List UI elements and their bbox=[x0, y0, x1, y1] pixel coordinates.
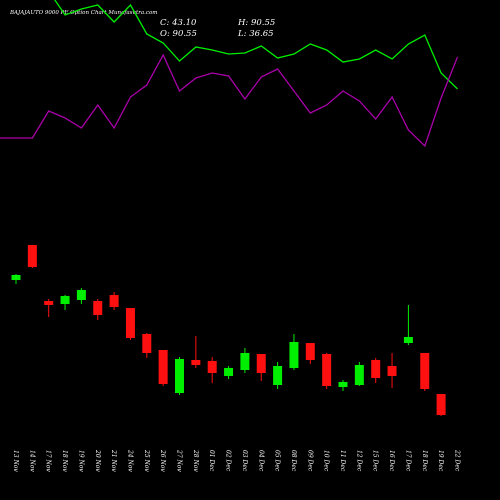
candle bbox=[158, 350, 168, 386]
candle-body bbox=[175, 359, 184, 393]
x-tick-label: 01 Dec bbox=[208, 450, 215, 472]
candle bbox=[224, 366, 234, 379]
candle bbox=[436, 394, 446, 416]
x-tick-label: 11 Dec bbox=[339, 450, 346, 472]
chart-title: BAJAJAUTO 9000 PE Option Chart Munafasut… bbox=[9, 10, 158, 16]
candle-body bbox=[338, 382, 348, 387]
candle-body bbox=[256, 354, 266, 373]
candle bbox=[371, 358, 381, 383]
x-tick-label: 19 Nov bbox=[77, 450, 84, 472]
candle bbox=[60, 295, 70, 310]
candle-body bbox=[436, 394, 446, 415]
x-tick-label: 21 Nov bbox=[110, 449, 117, 472]
candle-body bbox=[158, 350, 168, 384]
candle-body bbox=[371, 360, 381, 378]
candle bbox=[403, 305, 413, 345]
x-tick-label: 09 Dec bbox=[306, 450, 313, 472]
open-label: O: 90.55 bbox=[160, 29, 197, 39]
candle bbox=[93, 299, 103, 320]
candle bbox=[420, 353, 430, 391]
candle bbox=[256, 354, 266, 381]
candle bbox=[354, 362, 364, 386]
x-tick-label: 17 Dec bbox=[404, 450, 411, 472]
candles bbox=[11, 245, 446, 416]
x-tick-label: 25 Nov bbox=[143, 449, 150, 472]
x-tick-label: 26 Nov bbox=[159, 449, 166, 472]
x-tick-label: 10 Dec bbox=[323, 450, 330, 472]
candle bbox=[11, 274, 21, 284]
candle-body bbox=[60, 296, 70, 304]
candle bbox=[305, 343, 315, 364]
x-tick-label: 22 Dec bbox=[453, 449, 460, 472]
series-line-2 bbox=[0, 53, 459, 148]
candle-body bbox=[142, 334, 152, 353]
candle bbox=[207, 357, 217, 383]
candle-body bbox=[207, 361, 217, 373]
x-tick-label: 13 Nov bbox=[12, 450, 19, 472]
candle-body bbox=[322, 354, 332, 386]
x-tick-label: 27 Nov bbox=[176, 449, 183, 472]
x-tick-label: 18 Nov bbox=[61, 450, 68, 472]
candle-body bbox=[224, 368, 234, 376]
x-tick-label: 17 Nov bbox=[45, 450, 52, 472]
candle bbox=[109, 292, 119, 310]
x-tick-label: 19 Dec bbox=[437, 450, 444, 472]
candle-body bbox=[387, 366, 397, 376]
candle-body bbox=[273, 366, 283, 385]
candle-body bbox=[305, 343, 315, 360]
x-tick-label: 28 Nov bbox=[192, 449, 199, 472]
high-label: H: 90.55 bbox=[237, 18, 275, 28]
series-line-1 bbox=[54, 0, 458, 90]
candle bbox=[273, 362, 283, 389]
candle bbox=[322, 353, 332, 389]
x-tick-label: 20 Nov bbox=[94, 449, 101, 472]
candle bbox=[76, 288, 86, 304]
candle-body bbox=[76, 290, 86, 300]
close-label: C: 43.10 bbox=[160, 18, 197, 28]
x-tick-label: 18 Dec bbox=[421, 450, 428, 472]
low-label: L: 36.65 bbox=[237, 29, 274, 39]
candle-body bbox=[93, 301, 103, 315]
x-tick-label: 03 Dec bbox=[241, 450, 248, 472]
candle bbox=[240, 348, 250, 373]
candle bbox=[125, 308, 135, 340]
x-tick-label: 12 Dec bbox=[355, 450, 362, 472]
x-tick-label: 24 Nov bbox=[126, 449, 133, 472]
x-tick-label: 04 Dec bbox=[257, 450, 264, 472]
candle bbox=[142, 333, 152, 358]
candle-body bbox=[240, 353, 250, 370]
x-tick-label: 16 Dec bbox=[388, 450, 395, 472]
candle bbox=[44, 299, 54, 317]
x-tick-label: 05 Dec bbox=[274, 450, 281, 472]
candle-body bbox=[44, 301, 54, 305]
candle bbox=[175, 357, 184, 395]
x-tick-label: 14 Nov bbox=[28, 450, 35, 472]
x-axis-ticks: 13 Nov 14 Nov 17 Nov 18 Nov 19 Nov 20 Nov 21 N… bbox=[12, 449, 460, 472]
candle bbox=[191, 336, 201, 368]
candle bbox=[27, 245, 37, 268]
x-tick-label: 15 Dec bbox=[372, 450, 379, 472]
candle bbox=[338, 380, 348, 391]
candle-body bbox=[289, 342, 299, 368]
candle-body bbox=[27, 245, 37, 267]
candle-body bbox=[191, 360, 201, 365]
candle bbox=[387, 353, 397, 388]
x-tick-label: 08 Dec bbox=[290, 450, 297, 472]
candle-body bbox=[420, 353, 430, 389]
indicator-lines bbox=[0, 0, 459, 148]
candle bbox=[289, 334, 299, 370]
candle-body bbox=[11, 275, 21, 280]
x-tick-label: 02 Dec bbox=[225, 450, 232, 472]
candle-body bbox=[125, 308, 135, 338]
candle-body bbox=[109, 295, 119, 307]
candle-body bbox=[403, 337, 413, 343]
candle-body bbox=[354, 365, 364, 385]
